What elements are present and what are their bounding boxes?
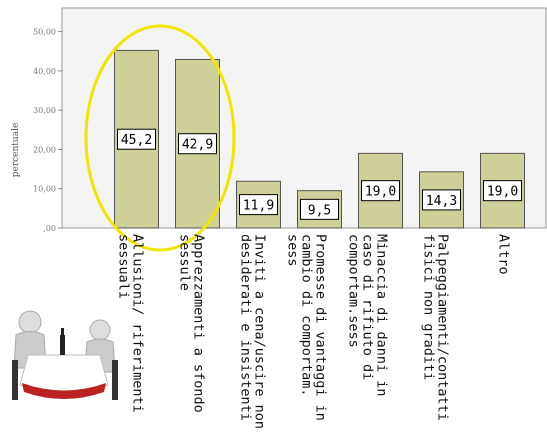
highlight-ellipse — [84, 24, 236, 252]
y-tick-label: 20,00 — [33, 145, 56, 154]
value-label-box — [117, 128, 156, 150]
value-label: 9,5 — [308, 203, 331, 218]
x-tick-label: Apprezzamenti a sfondo sessule — [176, 234, 207, 413]
x-tick-label: Allusioni/ riferimenti sessuali — [115, 234, 146, 413]
value-label-box — [300, 198, 339, 220]
value-label-box — [422, 189, 461, 211]
y-tick-label: 30,00 — [33, 106, 56, 115]
value-label: 14,3 — [426, 194, 457, 209]
y-axis-label: percentuale — [11, 123, 21, 178]
x-tick-label: Altro — [495, 234, 512, 275]
x-tick-label: Palpeggiamenti/contatti fisici non gradi… — [420, 234, 451, 421]
x-tick-label: Promesse di vantaggi in cambio di compor… — [284, 234, 329, 421]
value-label-box — [239, 194, 278, 216]
y-tick-label: 50,00 — [33, 28, 56, 37]
x-tick-label: Minaccia di danni in caso di rifiuto di … — [345, 234, 390, 397]
y-tick-label: 40,00 — [33, 67, 56, 76]
y-tick-label: ,00 — [43, 224, 56, 233]
marks: ,00 10,00 20,00 30,00 40,00 50,00 45,2 42,9 11,9… — [33, 28, 525, 233]
value-label: 19,0 — [365, 185, 396, 200]
value-label-box — [178, 133, 217, 155]
value-label: 19,0 — [487, 185, 518, 200]
value-label: 42,9 — [182, 138, 213, 153]
clipart — [12, 310, 118, 400]
value-label: 11,9 — [243, 199, 274, 214]
y-tick-label: 10,00 — [33, 185, 56, 194]
value-label-box — [361, 180, 400, 202]
value-label: 45,2 — [121, 133, 152, 148]
value-label-box — [483, 180, 522, 202]
x-tick-label: Inviti a cena/uscire non desiderati e in… — [237, 234, 268, 430]
